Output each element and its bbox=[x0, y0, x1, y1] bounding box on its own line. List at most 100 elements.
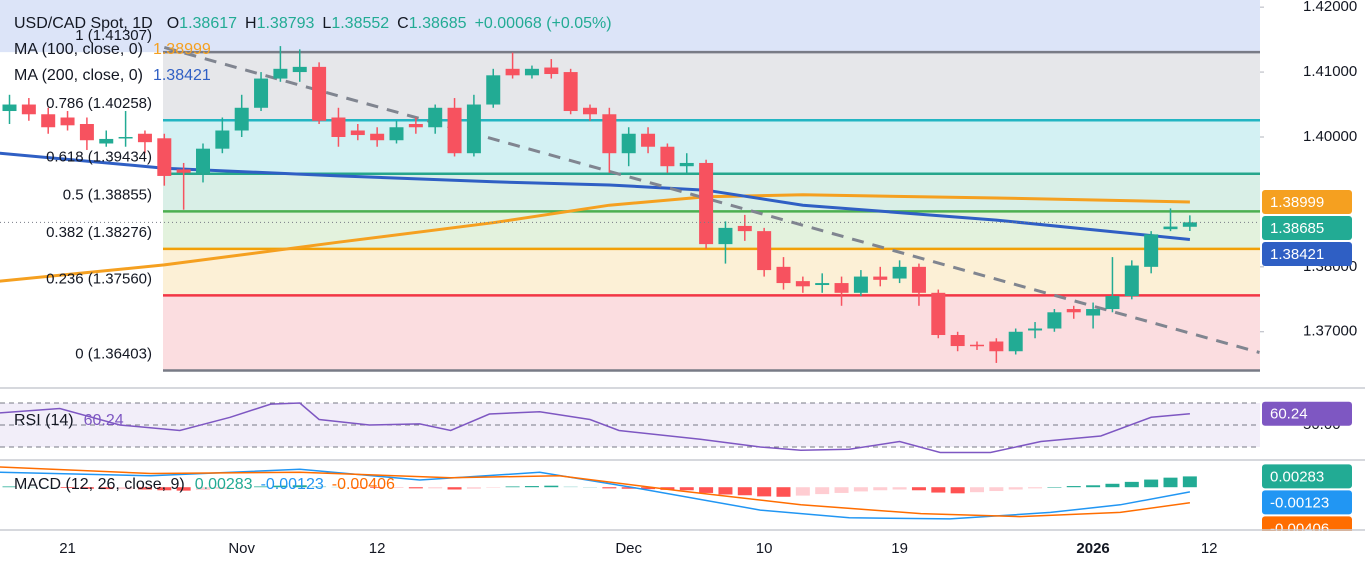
price-tag-label: 1.38685 bbox=[1270, 220, 1324, 237]
candle-body bbox=[757, 231, 772, 271]
candle-body bbox=[137, 133, 152, 143]
candle-body bbox=[312, 66, 327, 121]
macd-histogram-bar bbox=[1047, 487, 1062, 488]
macd-histogram-bar bbox=[273, 485, 288, 488]
candle-body bbox=[254, 78, 269, 108]
ohlc-label: H bbox=[245, 15, 257, 32]
candle-body bbox=[641, 133, 656, 147]
macd-histogram-bar bbox=[795, 487, 810, 496]
macd-histogram-bar bbox=[911, 487, 926, 491]
candle-body bbox=[176, 169, 191, 173]
candle-body bbox=[447, 107, 462, 154]
candle-body bbox=[79, 124, 94, 141]
macd-histogram-bar bbox=[292, 485, 307, 488]
candle-body bbox=[215, 130, 230, 149]
macd-histogram-bar bbox=[524, 486, 539, 488]
fib-label: 0 (1.36403) bbox=[75, 345, 152, 362]
candle-body bbox=[815, 283, 830, 286]
candle-body bbox=[583, 107, 597, 115]
candle-body bbox=[486, 75, 501, 105]
chart-title: USD/CAD Spot, 1D bbox=[14, 15, 153, 32]
candle-body bbox=[505, 68, 520, 76]
legend-name: MA (200, close, 0) bbox=[14, 67, 143, 84]
price-tag-label: 1.38421 bbox=[1270, 246, 1324, 263]
x-tick-label: 12 bbox=[369, 540, 386, 557]
rsi-value: 60.24 bbox=[84, 412, 124, 429]
macd-histogram-bar bbox=[21, 486, 36, 488]
macd-histogram-bar bbox=[853, 487, 868, 492]
main-pane bbox=[0, 0, 1260, 372]
candle-body bbox=[408, 124, 423, 128]
candle-body bbox=[60, 117, 75, 126]
candle-body bbox=[718, 227, 733, 245]
macd-histogram-bar bbox=[950, 487, 965, 494]
macd-histogram-bar bbox=[350, 487, 365, 488]
macd-histogram-bar bbox=[679, 487, 694, 491]
moving-average-line bbox=[0, 193, 1190, 283]
fib-label: 0.5 (1.38855) bbox=[63, 186, 152, 203]
price-tag bbox=[1262, 401, 1352, 426]
candle-body bbox=[2, 104, 17, 112]
ohlc-label: C bbox=[397, 15, 409, 32]
candle-body bbox=[1182, 222, 1197, 227]
candle-body bbox=[1124, 265, 1139, 297]
macd-histogram-bar bbox=[621, 487, 636, 489]
candle-body bbox=[563, 72, 578, 112]
macd-histogram-bar bbox=[931, 487, 946, 493]
macd-histogram-bar bbox=[196, 487, 210, 490]
macd-histogram-bar bbox=[60, 487, 75, 488]
ohlc-value: 1.38617 bbox=[179, 15, 237, 32]
macd-histogram-bar bbox=[370, 487, 385, 488]
candle-body bbox=[273, 68, 288, 79]
candle-body bbox=[1028, 328, 1043, 331]
macd-signal-value: -0.00406 bbox=[332, 476, 395, 493]
macd-histogram-bar bbox=[1182, 476, 1197, 488]
fib-zone bbox=[163, 52, 1260, 121]
candle-body bbox=[234, 107, 249, 131]
candle-body bbox=[679, 162, 694, 167]
candle-body bbox=[370, 133, 385, 141]
macd-histogram-bar bbox=[428, 487, 443, 489]
candle-body bbox=[853, 276, 868, 293]
macd-name: MACD (12, 26, close, 9) bbox=[14, 476, 185, 493]
macd-histogram-bar bbox=[641, 487, 656, 490]
candle-body bbox=[196, 148, 210, 173]
candle-body bbox=[118, 136, 133, 139]
macd-macd-line bbox=[0, 468, 1191, 520]
candle-body bbox=[1047, 312, 1062, 329]
candle-body bbox=[931, 292, 946, 336]
macd-signal-line bbox=[0, 466, 1191, 518]
candle-body bbox=[911, 266, 926, 293]
price-tag bbox=[1262, 215, 1352, 240]
macd-histogram-bar bbox=[1086, 485, 1101, 488]
fib-label: 0.618 (1.39434) bbox=[46, 149, 152, 166]
macd-histogram-bar bbox=[718, 487, 733, 495]
x-tick-label: Nov bbox=[228, 540, 255, 557]
macd-histogram-bar bbox=[1008, 487, 1023, 490]
macd-histogram-bar bbox=[234, 487, 249, 488]
candle-body bbox=[292, 66, 307, 73]
candle-body bbox=[602, 114, 617, 154]
fib-label: 0.236 (1.37560) bbox=[46, 270, 152, 287]
candle-body bbox=[660, 146, 675, 167]
x-tick-label: 21 bbox=[59, 540, 76, 557]
rsi-pane bbox=[0, 402, 1260, 454]
price-tag bbox=[1262, 189, 1352, 214]
candle-body bbox=[21, 104, 36, 115]
candle-body bbox=[1163, 226, 1178, 230]
macd-histogram-bar bbox=[389, 487, 404, 488]
candle-body bbox=[428, 107, 443, 128]
candle-body bbox=[466, 104, 481, 154]
macd-histogram-bar bbox=[815, 487, 830, 495]
macd-histogram-bar bbox=[602, 487, 617, 489]
candle-body bbox=[892, 266, 907, 279]
fib-zone bbox=[163, 295, 1260, 371]
ohlc-value: 1.38685 bbox=[409, 15, 467, 32]
price-tag-label: 60.24 bbox=[1270, 406, 1308, 423]
fib-zone bbox=[0, 0, 1260, 53]
rsi-legend: RSI (14) 60.24 bbox=[14, 412, 124, 429]
candle-body bbox=[331, 117, 346, 137]
price-tag-label: 1.38999 bbox=[1270, 194, 1324, 211]
macd-histogram-value: 0.00283 bbox=[195, 476, 253, 493]
y-tick-label: 1.41000 bbox=[1303, 63, 1357, 80]
